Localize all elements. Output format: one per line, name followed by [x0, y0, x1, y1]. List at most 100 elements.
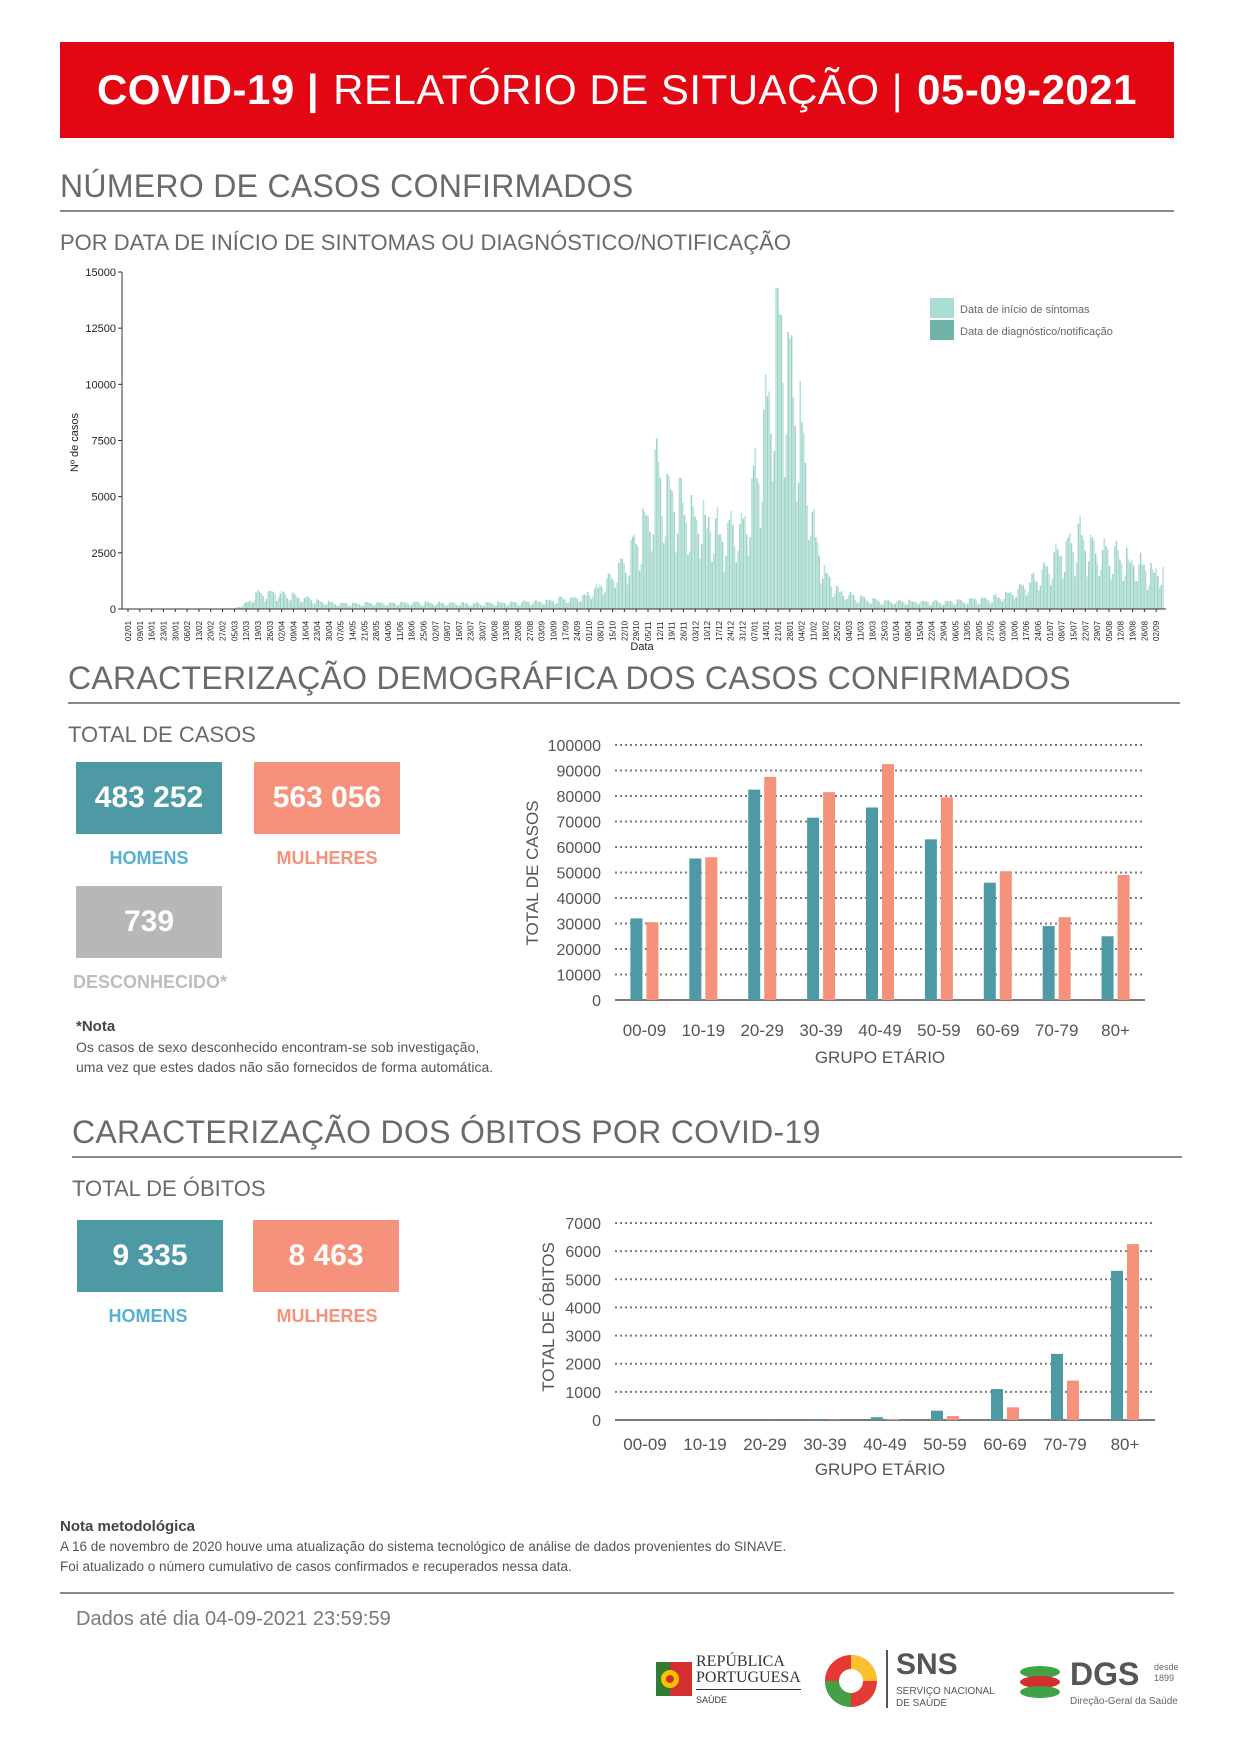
- ts-daily-bar: [1131, 559, 1133, 609]
- ts-daily-bar: [303, 597, 306, 609]
- ts-daily-bar: [875, 599, 878, 609]
- ts-xtick-label: 11/03: [857, 621, 866, 641]
- ts-daily-bar: [954, 604, 957, 609]
- ts-daily-bar: [471, 605, 473, 609]
- ts-daily-bar: [732, 524, 734, 609]
- sns-line-2: DE SAÚDE: [896, 1698, 948, 1709]
- ts-daily-bar: [600, 586, 603, 609]
- ts-daily-bar: [1024, 588, 1026, 609]
- ts-daily-bar: [903, 602, 905, 609]
- ts-daily-bar: [806, 505, 808, 609]
- ts-daily-bar: [611, 578, 613, 609]
- ts-xtick-label: 15/10: [609, 620, 618, 641]
- ts-daily-bar: [811, 512, 814, 609]
- ts-daily-bar: [783, 477, 786, 609]
- cases-xtick-label: 80+: [1101, 1021, 1130, 1040]
- ts-daily-bar: [569, 598, 572, 609]
- ts-xtick-label: 29/10: [632, 620, 641, 641]
- ts-daily-bar: [638, 570, 641, 609]
- ts-daily-bar: [834, 593, 836, 609]
- section-divider: [60, 210, 1174, 212]
- ts-daily-bar: [963, 602, 966, 609]
- ts-daily-bar: [490, 603, 492, 609]
- ts-daily-bar: [768, 391, 770, 609]
- deaths-ytick-label: 5000: [565, 1272, 601, 1289]
- ts-xtick-label: 16/01: [148, 620, 157, 641]
- ts-daily-bar: [739, 524, 741, 609]
- ts-daily-bar: [464, 603, 466, 609]
- ts-xtick-label: 05/11: [644, 621, 653, 641]
- ts-daily-bar: [481, 606, 484, 609]
- ts-daily-bar: [267, 591, 269, 609]
- ts-daily-bar: [269, 590, 271, 609]
- ts-daily-bar: [923, 601, 926, 609]
- footer-divider: [60, 1592, 1174, 1594]
- ts-daily-bar: [336, 605, 339, 609]
- ts-daily-bar: [263, 601, 266, 609]
- ts-daily-bar: [1075, 562, 1078, 609]
- ts-daily-bar: [754, 448, 757, 609]
- ts-daily-bar: [605, 578, 608, 609]
- ts-xtick-label: 11/06: [396, 621, 405, 641]
- ts-daily-bar: [694, 516, 696, 609]
- ts-daily-bar: [726, 522, 729, 609]
- ts-daily-bar: [381, 602, 383, 609]
- ts-xtick-label: 29/07: [1093, 620, 1102, 641]
- ts-daily-bar: [1098, 576, 1100, 609]
- ts-daily-bar: [358, 604, 361, 609]
- ts-daily-bar: [1155, 568, 1157, 609]
- ts-daily-bar: [801, 421, 803, 609]
- banner-date: 05-09-2021: [917, 66, 1138, 113]
- ts-xtick-label: 13/05: [963, 620, 972, 641]
- cases-xlabel: GRUPO ETÁRIO: [815, 1048, 945, 1067]
- ts-daily-bar: [495, 605, 497, 609]
- ts-xtick-label: 01/04: [892, 620, 901, 641]
- ts-daily-bar: [687, 554, 689, 609]
- ts-daily-bar: [913, 602, 916, 609]
- ts-daily-bar: [640, 564, 643, 609]
- ts-daily-bar: [891, 603, 893, 609]
- ts-daily-bar: [730, 511, 732, 609]
- ts-daily-bar: [507, 605, 510, 609]
- ts-daily-bar: [987, 600, 990, 609]
- ts-daily-bar: [707, 516, 710, 609]
- ts-daily-bar: [384, 606, 387, 609]
- ts-daily-bar: [415, 601, 418, 609]
- ts-daily-bar: [737, 550, 739, 609]
- ts-daily-bar: [796, 501, 798, 609]
- ts-daily-bar: [1084, 550, 1087, 609]
- ts-daily-bar: [906, 604, 909, 609]
- ts-daily-bar: [407, 603, 409, 609]
- deaths-ytick-label: 1000: [565, 1385, 601, 1402]
- banner-title-relatorio: RELATÓRIO DE SITUAÇÃO |: [333, 66, 904, 113]
- ts-daily-bar: [861, 596, 864, 609]
- ts-daily-bar: [478, 603, 480, 609]
- cases-ytick-label: 30000: [557, 917, 602, 934]
- ts-xtick-label: 25/02: [833, 620, 842, 641]
- ts-xtick-label: 27/08: [526, 620, 535, 641]
- ts-daily-bar: [1091, 537, 1093, 609]
- ts-daily-bar: [433, 605, 435, 609]
- ts-daily-bar: [403, 602, 406, 609]
- ts-daily-bar: [1106, 548, 1109, 609]
- legend-swatch-diagnostico: [930, 320, 954, 340]
- ts-daily-bar: [941, 605, 943, 609]
- ts-daily-bar: [467, 604, 470, 609]
- ts-daily-bar: [1049, 585, 1052, 609]
- ts-daily-bar: [236, 607, 238, 609]
- ts-daily-bar: [718, 534, 720, 609]
- ts-daily-bar: [668, 475, 670, 609]
- ts-daily-bar: [566, 602, 568, 609]
- ts-xtick-label: 18/06: [408, 620, 417, 641]
- ts-daily-bar: [775, 287, 777, 609]
- ts-daily-bar: [683, 515, 686, 609]
- ts-daily-bar: [673, 511, 675, 609]
- dgs-emblem-icon: [1020, 1666, 1060, 1698]
- ts-daily-bar: [277, 597, 280, 609]
- ts-daily-bar: [319, 601, 321, 609]
- ts-xtick-label: 02/09: [1152, 620, 1161, 641]
- ts-daily-bar: [445, 605, 447, 609]
- ts-daily-bar: [815, 537, 817, 609]
- ts-daily-bar: [334, 604, 337, 609]
- ts-daily-bar: [623, 563, 625, 609]
